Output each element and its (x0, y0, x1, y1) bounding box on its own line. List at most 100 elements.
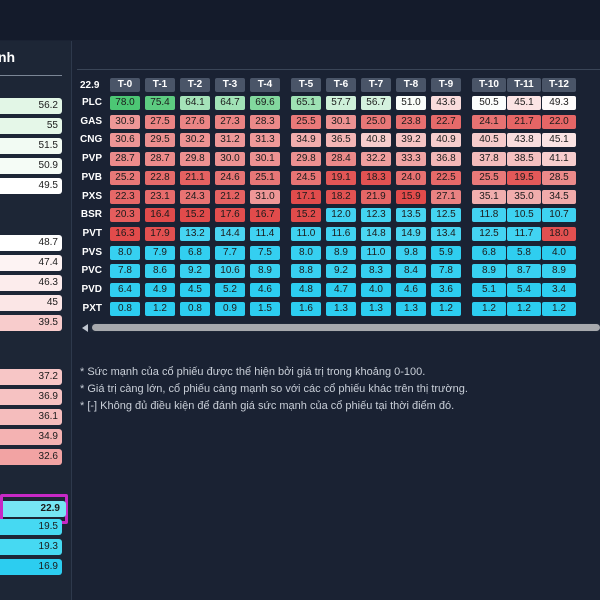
strength-cell: 33.3 (396, 152, 426, 167)
row-symbol[interactable]: PVS (81, 246, 102, 258)
row-symbol[interactable]: GAS (80, 115, 102, 127)
strength-cell: 17.9 (145, 226, 175, 241)
strength-list-item[interactable]: 46.3 (0, 275, 62, 291)
strength-cell: 14.8 (361, 226, 391, 241)
row-symbol[interactable]: PVT (82, 227, 102, 239)
column-header[interactable]: T-5 (291, 78, 321, 92)
strength-list-item[interactable]: 19.3 (0, 539, 62, 555)
column-header[interactable]: T-4 (250, 78, 280, 92)
strength-cell: 22.3 (110, 189, 140, 204)
strength-cell: 17.6 (215, 208, 245, 223)
strength-cell: 3.6 (431, 283, 461, 297)
strength-list-value: 22.9 (3, 501, 66, 517)
strength-list-item[interactable]: 16.9 (0, 559, 62, 575)
strength-cell: 75.4 (145, 96, 175, 110)
strength-cell: 30.2 (180, 133, 210, 148)
strength-cell: 31.0 (250, 189, 280, 204)
strength-cell: 14.9 (396, 226, 426, 241)
column-header[interactable]: T-1 (145, 78, 175, 92)
strength-cell: 17.1 (291, 189, 321, 204)
row-symbol[interactable]: BSR (80, 209, 102, 221)
strength-cell: 4.0 (361, 283, 391, 297)
strength-cell: 43.8 (507, 133, 541, 148)
column-header[interactable]: T-12 (542, 78, 576, 92)
strength-cell: 50.5 (472, 96, 506, 110)
row-symbol[interactable]: PVC (81, 265, 102, 277)
strength-list-item[interactable]: 39.5 (0, 315, 62, 331)
strength-cell: 0.9 (215, 301, 245, 316)
strength-cell: 4.8 (291, 283, 321, 297)
strength-cell: 64.7 (215, 96, 245, 110)
strength-list-item[interactable]: 51.5 (0, 138, 62, 154)
strength-cell: 13.5 (396, 208, 426, 223)
strength-cell: 28.5 (542, 170, 576, 185)
column-header[interactable]: T-11 (507, 78, 541, 92)
strength-cell: 40.8 (361, 133, 391, 148)
strength-cell: 30.9 (110, 114, 140, 129)
strength-cell: 10.7 (542, 208, 576, 223)
strength-list-item[interactable]: 45 (0, 295, 62, 311)
strength-cell: 12.5 (431, 208, 461, 223)
row-symbol[interactable]: PXS (81, 190, 102, 202)
scrollbar-thumb[interactable] (92, 324, 600, 331)
note-line: * Giá trị càng lớn, cổ phiếu càng mạnh s… (80, 383, 468, 395)
strength-list-item[interactable]: 37.2 (0, 369, 62, 385)
strength-list-item[interactable]: 49.5 (0, 178, 62, 194)
strength-cell: 8.3 (361, 264, 391, 279)
column-header[interactable]: T-3 (215, 78, 245, 92)
strength-cell: 11.6 (326, 226, 356, 241)
strength-cell: 12.5 (472, 226, 506, 241)
strength-list-item[interactable]: 50.9 (0, 158, 62, 174)
strength-cell: 27.5 (145, 114, 175, 129)
strength-cell: 30.0 (215, 152, 245, 167)
strength-cell: 40.5 (472, 133, 506, 148)
strength-cell: 7.9 (145, 245, 175, 260)
strength-list-item[interactable]: 55 (0, 118, 62, 134)
column-header[interactable]: T-2 (180, 78, 210, 92)
row-symbol[interactable]: CNG (80, 134, 103, 146)
note-line: * Sức mạnh của cổ phiếu được thể hiện bở… (80, 366, 426, 378)
strength-cell: 30.1 (250, 152, 280, 167)
strength-list-item[interactable]: 56.2 (0, 98, 62, 114)
strength-cell: 27.3 (215, 114, 245, 129)
column-header[interactable]: T-6 (326, 78, 356, 92)
strength-cell: 19.1 (326, 170, 356, 185)
column-header[interactable]: T-8 (396, 78, 426, 92)
strength-cell: 45.1 (507, 96, 541, 110)
strength-cell: 24.5 (291, 170, 321, 185)
row-symbol[interactable]: PLC (82, 97, 102, 108)
strength-cell: 41.1 (542, 152, 576, 167)
strength-cell: 10.6 (215, 264, 245, 279)
column-header[interactable]: T-7 (361, 78, 391, 92)
row-symbol[interactable]: PVB (81, 171, 102, 183)
strength-cell: 28.4 (326, 152, 356, 167)
strength-list-item[interactable]: 34.9 (0, 429, 62, 445)
strength-cell: 40.9 (431, 133, 461, 148)
strength-cell: 43.6 (431, 96, 461, 110)
strength-cell: 35.0 (507, 189, 541, 204)
strength-cell: 51.0 (396, 96, 426, 110)
strength-cell: 21.1 (180, 170, 210, 185)
row-symbol[interactable]: PVP (81, 153, 102, 165)
column-header[interactable]: T-0 (110, 78, 140, 92)
strength-cell: 69.6 (250, 96, 280, 110)
strength-list-item[interactable]: 19.5 (0, 519, 62, 535)
row-symbol[interactable]: PVD (81, 284, 102, 295)
strength-list-item[interactable]: 48.7 (0, 235, 62, 251)
column-header[interactable]: T-9 (431, 78, 461, 92)
strength-cell: 15.2 (291, 208, 321, 223)
scroll-left-icon[interactable] (82, 324, 88, 332)
strength-cell: 31.3 (250, 133, 280, 148)
row-symbol[interactable]: PXT (82, 302, 102, 314)
strength-list-item[interactable]: 36.1 (0, 409, 62, 425)
strength-cell: 22.8 (145, 170, 175, 185)
strength-cell: 1.3 (361, 301, 391, 316)
strength-cell: 4.7 (326, 283, 356, 297)
strength-list-item[interactable]: 36.9 (0, 389, 62, 405)
strength-cell: 34.5 (542, 189, 576, 204)
strength-list-item[interactable]: 32.6 (0, 449, 62, 465)
strength-list-item[interactable]: 47.4 (0, 255, 62, 271)
strength-cell: 49.3 (542, 96, 576, 110)
column-header[interactable]: T-10 (472, 78, 506, 92)
divider (0, 75, 62, 76)
